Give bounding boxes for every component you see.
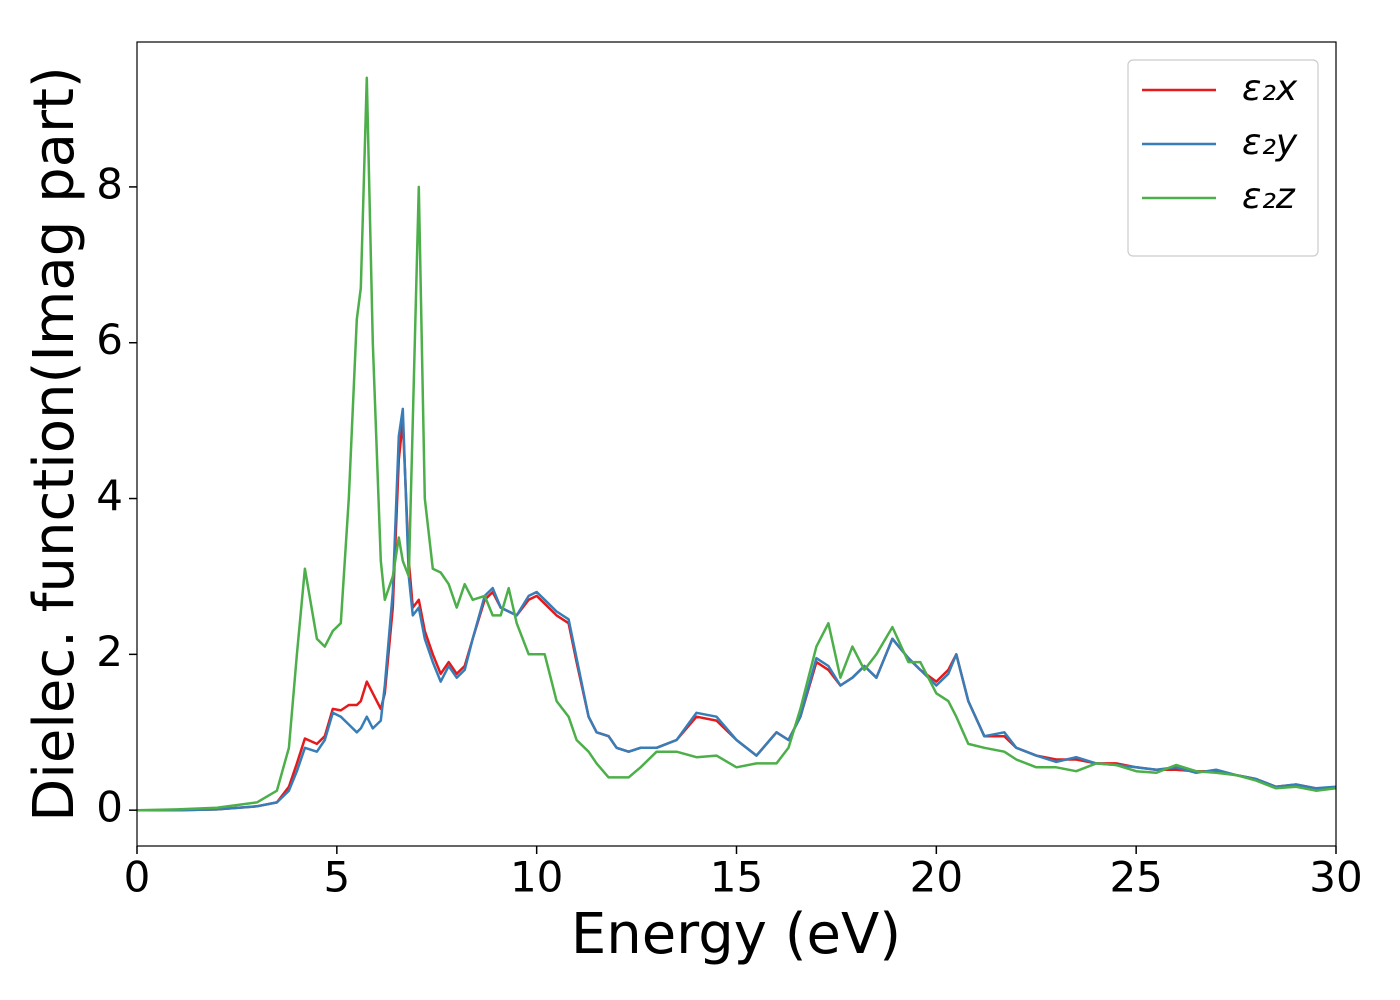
x-tick-label: 25: [1109, 853, 1162, 902]
x-tick-label: 5: [323, 853, 350, 902]
y-axis-label: Dielec. function(Imag part): [22, 66, 87, 822]
x-axis-label: Energy (eV): [571, 902, 901, 967]
x-tick-label: 20: [910, 853, 963, 902]
y-tick-label: 2: [96, 627, 123, 676]
x-tick-label: 10: [510, 853, 563, 902]
y-tick-label: 8: [96, 159, 123, 208]
data-line: [137, 76, 1336, 812]
x-tick-label: 30: [1309, 853, 1362, 902]
plot-frame: [136, 41, 1337, 847]
x-tick-label: 0: [124, 853, 151, 902]
data-line: [137, 407, 1336, 812]
x-tick-label: 15: [710, 853, 763, 902]
legend-label: ε₂x: [1242, 68, 1298, 109]
y-tick-label: 6: [96, 315, 123, 364]
y-tick-label: 4: [96, 471, 123, 520]
legend-box: [1127, 59, 1319, 257]
legend-label: ε₂y: [1242, 122, 1298, 163]
legend-label: ε₂z: [1242, 176, 1296, 217]
y-tick-label: 0: [96, 783, 123, 832]
